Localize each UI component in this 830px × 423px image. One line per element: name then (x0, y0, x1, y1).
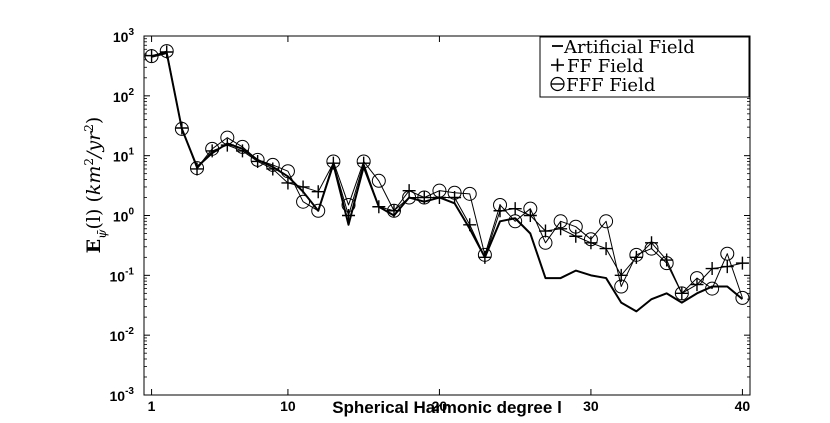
data-point-plus (645, 236, 659, 250)
svg-text:Eψ̄(l)(km2/yr2): Eψ̄(l)(km2/yr2) (82, 117, 109, 254)
data-point-circle (568, 219, 583, 234)
data-point-circle (538, 235, 553, 250)
data-point-circle (720, 246, 735, 261)
x-tick-label: 10 (280, 398, 296, 414)
data-point-circle (735, 290, 750, 305)
data-point-circle (144, 49, 159, 64)
data-point-circle (190, 161, 205, 176)
data-point-circle (705, 281, 720, 296)
data-point-circle (265, 157, 280, 172)
data-point-circle (386, 203, 401, 218)
series-line (151, 51, 744, 313)
data-point-plus (463, 218, 477, 232)
data-point-circle (311, 203, 326, 218)
data-point-circle (235, 139, 250, 154)
data-point-plus (584, 236, 598, 250)
legend: Artificial Field FF Field FFF Field (539, 36, 750, 98)
data-point-plus (569, 229, 583, 243)
data-point-circle (644, 241, 659, 256)
data-point-circle (583, 232, 598, 247)
data-point-plus (660, 253, 674, 267)
data-point-circle (523, 201, 538, 216)
data-point-plus (145, 49, 159, 63)
data-point-circle (296, 194, 311, 209)
data-point-plus (296, 180, 310, 194)
legend-entry-ff: FF Field (551, 56, 644, 77)
series-line (151, 50, 743, 299)
y-label-unit-open: ( (83, 195, 105, 202)
tick-labels: 10-3 10-2 10-1 100 101 102 103 1 10 20 30 40 (110, 27, 751, 414)
legend-label-artificial: Artificial Field (563, 37, 695, 58)
data-point-circle (356, 154, 371, 169)
data-point-plus (554, 222, 568, 236)
y-tick-label: 10-3 (110, 386, 135, 404)
data-point-circle (659, 256, 674, 271)
x-tick-label: 20 (432, 398, 448, 414)
y-label-unit-exp1: 2 (82, 158, 96, 166)
data-point-circle (250, 152, 265, 167)
data-point-circle (599, 214, 614, 229)
data-point-plus (705, 262, 719, 276)
data-point-plus (538, 224, 552, 238)
legend-entry-artificial: Artificial Field (552, 37, 695, 58)
series-plus (145, 45, 749, 300)
y-tick-label: 102 (113, 87, 135, 105)
y-label-sub: ψ̄ (95, 229, 109, 239)
y-tick-label: 101 (113, 147, 135, 165)
y-label-unit-exp2: 2 (82, 124, 96, 132)
data-point-plus (281, 176, 295, 190)
y-label-unit-km: km (83, 166, 105, 196)
data-point-circle (159, 44, 174, 59)
x-axis-label: Spherical Harmonic degree l (332, 398, 562, 417)
data-point-circle (205, 141, 220, 156)
data-point-plus (372, 200, 386, 214)
y-tick-label: 103 (113, 27, 135, 45)
data-point-circle (432, 183, 447, 198)
y-tick-label: 100 (113, 207, 135, 225)
data-point-circle (553, 214, 568, 229)
data-point-circle (447, 185, 462, 200)
data-point-plus (599, 242, 613, 256)
x-tick-label: 1 (148, 398, 156, 414)
data-point-circle (493, 197, 508, 212)
data-point-circle (614, 279, 629, 294)
data-point-plus (508, 202, 522, 216)
data-point-plus (220, 138, 234, 152)
data-point-circle (326, 154, 341, 169)
data-point-plus (311, 185, 325, 199)
legend-label-ff: FF Field (567, 56, 644, 77)
data-point-circle (220, 130, 235, 145)
data-point-plus (735, 256, 749, 270)
legend-box (539, 36, 750, 98)
data-point-circle (174, 121, 189, 136)
data-point-circle (629, 247, 644, 262)
y-label-unit-close: ) (83, 117, 105, 124)
data-point-circle (477, 247, 492, 262)
series-circle (144, 44, 750, 305)
y-label-main: E (83, 239, 105, 253)
legend-label-fff: FFF Field (566, 75, 655, 96)
data-point-circle (417, 190, 432, 205)
x-tick-label: 40 (735, 398, 751, 414)
data-point-circle (280, 164, 295, 179)
data-point-circle (674, 286, 689, 301)
data-point-circle (371, 173, 386, 188)
data-point-circle (462, 186, 477, 201)
y-tick-label: 10-2 (110, 326, 135, 344)
data-point-circle (689, 271, 704, 286)
data-point-circle (402, 190, 417, 205)
data-point-circle (508, 214, 523, 229)
series-line (151, 51, 743, 294)
y-label-paren: (l) (83, 209, 105, 230)
data-point-circle (341, 197, 356, 212)
x-tick-label: 30 (583, 398, 599, 414)
series-layer (144, 44, 750, 313)
y-label-unit-sep: /yr (83, 130, 105, 160)
series-none (151, 51, 744, 313)
legend-entry-fff: FFF Field (550, 75, 655, 96)
y-axis-label: Eψ̄(l)(km2/yr2) (82, 117, 109, 254)
y-tick-label: 10-1 (110, 266, 135, 284)
data-point-plus (190, 162, 204, 176)
